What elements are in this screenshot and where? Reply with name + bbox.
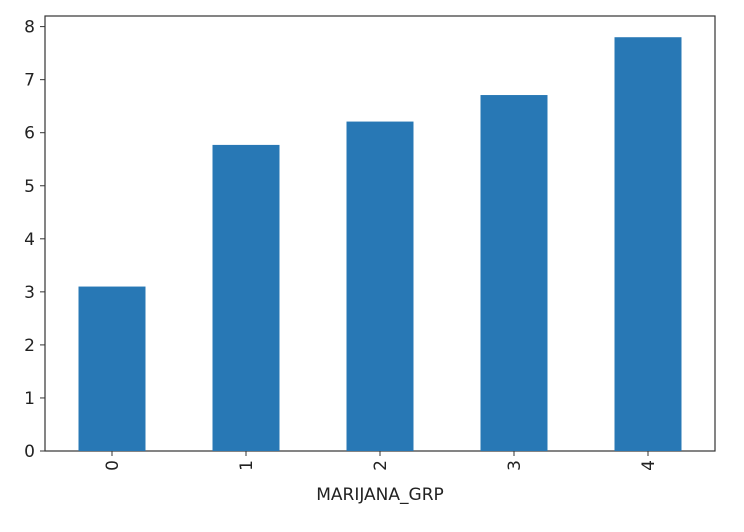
y-tick-label: 4 [24,230,35,250]
y-tick-label: 6 [24,124,35,144]
x-tick-label: 0 [103,460,123,471]
y-tick-label: 5 [24,177,35,197]
x-tick-label: 3 [505,460,525,471]
x-axis-label: MARIJANA_GRP [316,485,444,505]
x-tick-label: 2 [371,460,391,471]
bar-3 [480,95,548,451]
bar-0 [78,286,146,451]
y-tick-label: 7 [24,71,35,91]
bar-2 [346,121,414,451]
x-axis: 0 1 2 3 4 [103,451,659,471]
y-tick-label: 0 [24,442,35,462]
bars [78,37,682,451]
bar-4 [614,37,682,451]
y-axis: 0 1 2 3 4 5 6 7 8 [24,18,45,462]
y-tick-label: 2 [24,336,35,356]
x-tick-label: 4 [639,460,659,471]
bar-1 [212,144,280,451]
y-tick-label: 1 [24,389,35,409]
y-tick-label: 3 [24,283,35,303]
y-tick-label: 8 [24,18,35,38]
x-tick-label: 1 [237,460,257,471]
